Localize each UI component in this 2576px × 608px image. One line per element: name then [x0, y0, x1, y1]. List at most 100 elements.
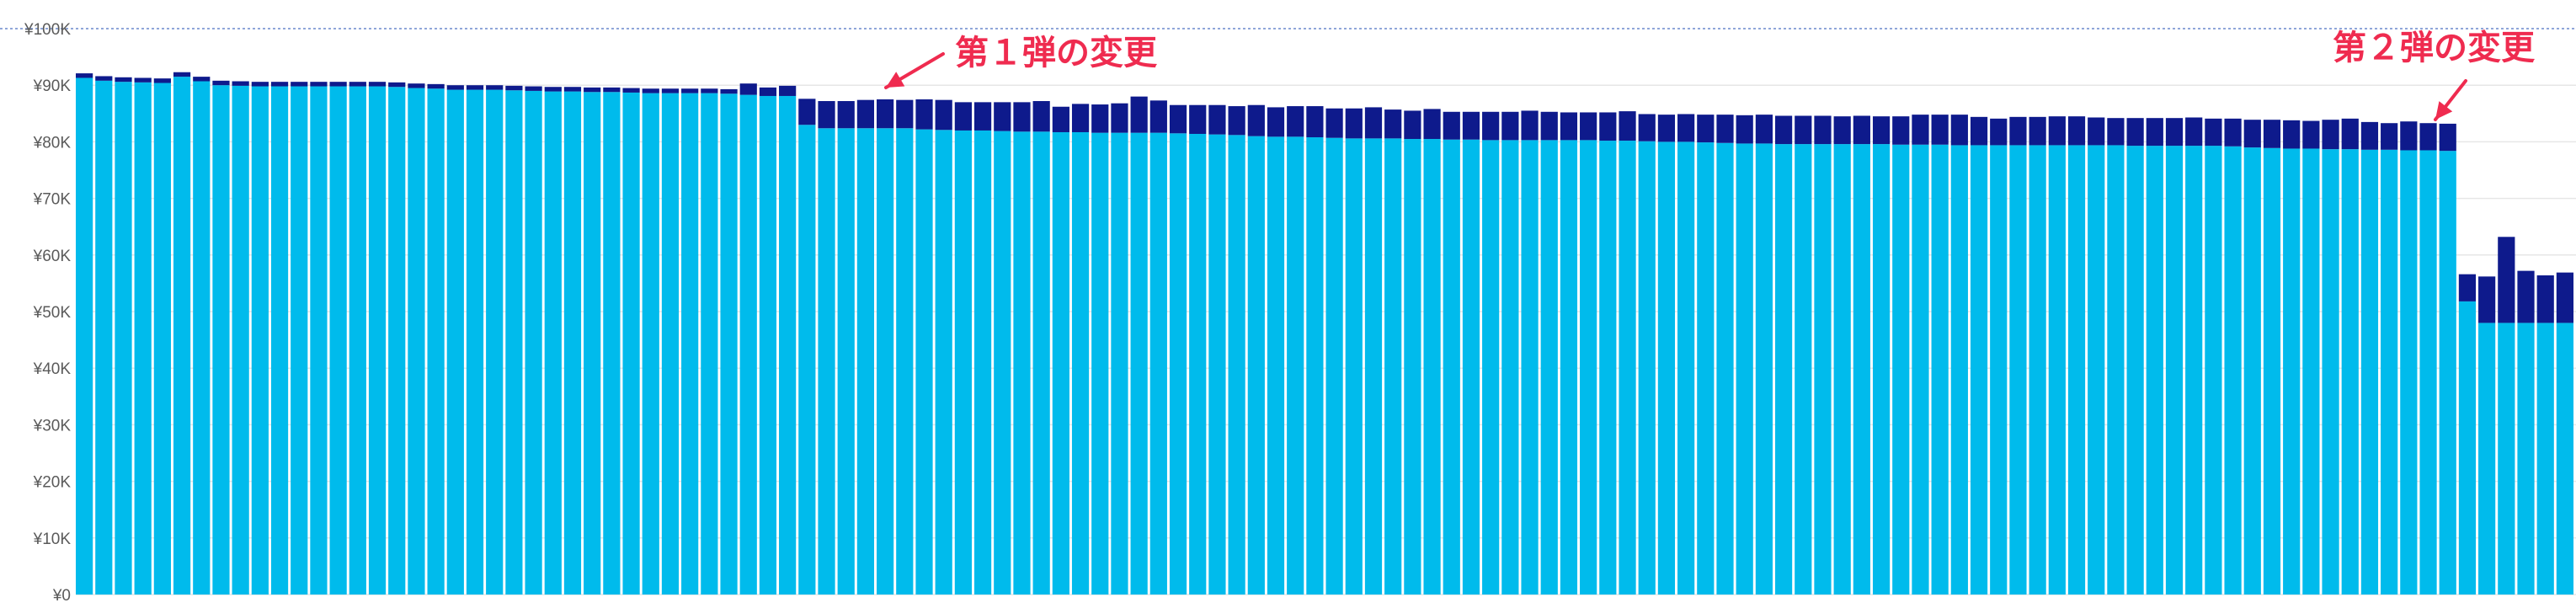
bar-base-segment [291, 86, 308, 595]
bar-top-segment [896, 99, 914, 129]
bar-base-segment [193, 81, 211, 595]
bar-top-segment [251, 82, 269, 87]
bar-top-segment [798, 99, 816, 125]
bar-base-segment [1697, 142, 1715, 595]
bar-top-segment [1560, 112, 1578, 141]
bar-top-segment [994, 102, 1011, 131]
bar-top-segment [486, 85, 504, 90]
y-tick-label: ¥20K [33, 474, 72, 492]
bar-top-segment [2556, 272, 2573, 323]
bar-base-segment [1872, 144, 1891, 595]
bar-top-segment [720, 88, 738, 94]
bar-top-segment [2478, 276, 2496, 323]
bar-base-segment [2107, 145, 2125, 595]
bar-base-segment [1736, 143, 1753, 595]
bar-base-segment [1208, 134, 1226, 595]
bar-base-segment [1149, 132, 1167, 595]
bar-base-segment [915, 129, 933, 595]
bar-base-segment [2322, 149, 2339, 595]
bar-base-segment [1169, 133, 1187, 595]
bar-top-segment [2185, 117, 2203, 147]
bar-base-segment [2029, 145, 2046, 595]
bar-top-segment [232, 81, 249, 86]
bar-base-segment [2009, 145, 2027, 595]
bar-base-segment [818, 128, 835, 595]
bar-base-segment [1677, 141, 1695, 595]
bar-top-segment [368, 82, 387, 87]
bar-top-segment [1599, 112, 1617, 141]
bar-base-segment [563, 91, 582, 595]
bar-top-segment [1716, 115, 1734, 143]
bar-base-segment [2556, 323, 2573, 595]
bar-top-segment [1501, 111, 1519, 141]
bar-top-segment [2458, 274, 2477, 301]
bar-base-segment [2400, 150, 2418, 595]
bar-base-segment [2067, 145, 2086, 595]
bar-top-segment [739, 83, 757, 95]
bar-base-segment [1795, 144, 1812, 595]
y-tick-label: ¥40K [33, 360, 72, 378]
bar-top-segment [1071, 104, 1090, 132]
bar-base-segment [134, 82, 152, 595]
bar-top-segment [915, 99, 933, 130]
bar-top-segment [2302, 120, 2320, 149]
bar-top-segment [349, 82, 366, 87]
bar-base-segment [368, 86, 387, 595]
bar-top-segment [622, 88, 640, 93]
bar-top-segment [1013, 102, 1031, 132]
bar-base-segment [1423, 139, 1441, 595]
bar-top-segment [1990, 118, 2008, 146]
bar-top-segment [2341, 118, 2359, 150]
bar-base-segment [1853, 144, 1870, 595]
bar-base-segment [1657, 141, 1676, 595]
bar-base-segment [1443, 139, 1460, 595]
bar-base-segment [2381, 149, 2398, 595]
bar-top-segment [291, 82, 308, 87]
bar-top-segment [837, 101, 855, 129]
bar-base-segment [994, 131, 1011, 595]
annotation-label: 第１弾の変更 [955, 34, 1158, 72]
bar-top-segment [2243, 120, 2261, 148]
bar-base-segment [466, 89, 484, 595]
bar-top-segment [173, 72, 191, 77]
bar-top-segment [642, 88, 659, 93]
bar-top-segment [584, 87, 601, 93]
bar-top-segment [1521, 110, 1539, 141]
y-tick-label: ¥0 [52, 587, 71, 605]
bar-top-segment [270, 82, 289, 87]
bar-top-segment [1247, 104, 1265, 136]
bar-top-segment [1755, 115, 1773, 144]
bar-top-segment [1443, 111, 1460, 140]
bar-top-segment [466, 85, 484, 90]
bar-top-segment [563, 87, 582, 92]
bar-base-segment [1990, 145, 2008, 595]
bar-base-segment [310, 86, 328, 595]
y-tick-label: ¥90K [33, 77, 72, 95]
bar-base-segment [1404, 139, 1421, 595]
bar-base-segment [1462, 139, 1480, 595]
bar-top-segment [2381, 123, 2398, 150]
bar-base-segment [251, 86, 269, 595]
bar-base-segment [896, 128, 914, 595]
bar-base-segment [720, 93, 738, 595]
bar-base-segment [1580, 140, 1597, 595]
bar-base-segment [2517, 323, 2535, 595]
bar-base-segment [2048, 145, 2066, 595]
bar-top-segment [2419, 123, 2437, 151]
bar-top-segment [525, 86, 542, 91]
bar-base-segment [1384, 138, 1402, 595]
bar-base-segment [270, 86, 289, 595]
bar-base-segment [1052, 131, 1069, 595]
bar-top-segment [446, 85, 464, 90]
bar-top-segment [2067, 116, 2086, 146]
bar-base-segment [779, 95, 797, 595]
bar-top-segment [1267, 107, 1285, 137]
bar-top-segment [1325, 108, 1343, 138]
bar-base-segment [2263, 147, 2281, 595]
bar-top-segment [2322, 120, 2339, 150]
bar-base-segment [173, 77, 191, 595]
bar-top-segment [1364, 107, 1383, 139]
bar-base-segment [2283, 148, 2301, 595]
bar-base-segment [2498, 323, 2515, 595]
bar-top-segment [1384, 109, 1402, 139]
